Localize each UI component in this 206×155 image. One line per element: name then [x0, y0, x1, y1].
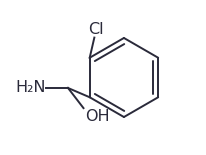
Text: H₂N: H₂N	[15, 80, 46, 95]
Text: Cl: Cl	[88, 22, 104, 37]
Text: OH: OH	[85, 109, 110, 124]
